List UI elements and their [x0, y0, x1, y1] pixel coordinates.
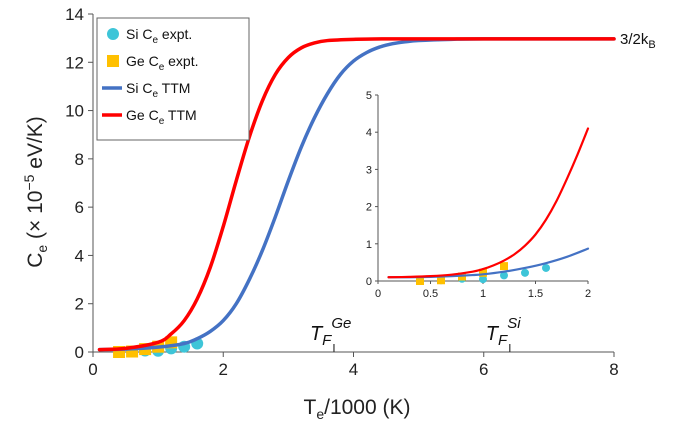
- main-y-tick-label: 2: [75, 295, 84, 314]
- fermi-label-sub: F: [322, 332, 332, 349]
- x-axis-label-rest: /1000 (K): [324, 396, 410, 419]
- fermi-label-ge: TFGe: [310, 315, 351, 349]
- inset-point-si-ce-expt: [500, 271, 508, 280]
- legend-swatch-circle: [107, 28, 119, 40]
- inset-y-tick-label: 2: [366, 202, 372, 214]
- x-axis-label: Te/1000 (K): [303, 396, 410, 421]
- inset-point-si-ce-expt: [479, 275, 487, 284]
- inset-x-tick-label: 1.5: [528, 288, 543, 300]
- inset-y-tick-label: 5: [366, 90, 372, 102]
- main-y-tick-label: 8: [75, 150, 84, 169]
- inset-plot: 0 0.5 1 1.5 2 0 1 2 3 4 5: [366, 90, 591, 300]
- main-y-tick-label: 0: [75, 343, 84, 362]
- main-x-tick-label: 8: [609, 360, 618, 379]
- inset-x-tick-label: 0.5: [423, 288, 438, 300]
- legend-label: Si Ce TTM: [126, 80, 190, 100]
- main-x-tick-label: 2: [219, 360, 228, 379]
- legend-label: Si Ce expt.: [126, 26, 192, 46]
- main-y-tick-label: 14: [65, 5, 84, 24]
- main-y-tick-label: 12: [65, 53, 84, 72]
- annotation-sub: B: [648, 39, 655, 51]
- y-axis-label: Ce (× 10−5 eV/K): [21, 116, 50, 268]
- legend-swatch-square: [107, 55, 119, 67]
- fermi-label-sup: Si: [507, 315, 521, 332]
- legend-label: Ge Ce TTM: [126, 107, 197, 127]
- legend-label-base: Si C: [126, 26, 152, 42]
- inset-line-ge-ce-ttm: [387, 127, 590, 279]
- fermi-label-sub: F: [498, 332, 508, 349]
- inset-point-ge-ce-expt: [416, 277, 424, 285]
- legend-label-base: Ge C: [126, 107, 159, 123]
- inset-y-tick-label: 4: [366, 127, 372, 139]
- legend-label-rest: expt.: [158, 26, 192, 42]
- inset-x-tick-label: 1: [480, 288, 486, 300]
- inset-y-tick-label: 0: [366, 276, 372, 288]
- legend-label-sub: e: [159, 116, 165, 127]
- inset-y-tick-label: 1: [366, 239, 372, 251]
- x-axis-label-base: T: [303, 396, 316, 419]
- inset-point-ge-ce-expt: [437, 276, 445, 285]
- main-series: [97, 37, 616, 358]
- main-y-tick-label: 4: [75, 246, 84, 265]
- legend-label: Ge Ce expt.: [126, 53, 199, 73]
- legend-label-base: Ge C: [126, 53, 159, 69]
- main-y-tick-label: 6: [75, 198, 84, 217]
- inset-point-ge-ce-expt: [479, 268, 487, 277]
- main-line-ge-ce-ttm: [97, 37, 616, 352]
- legend-item-si-c-ttm: Si Ce TTM: [102, 80, 190, 100]
- fermi-label-sup: Ge: [331, 315, 351, 332]
- main-line-si-ce-ttm: [97, 37, 616, 352]
- legend-item-si-c-expt: Si Ce expt.: [107, 26, 192, 46]
- y-axis-label-base: C: [24, 253, 47, 268]
- y-axis-label-tail: eV/K): [24, 116, 47, 174]
- y-axis-label-rest: (× 10: [24, 191, 47, 245]
- main-x-tick-label: 4: [349, 360, 358, 379]
- fermi-label-base: T: [310, 323, 324, 345]
- inset-point-ge-ce-expt: [500, 262, 508, 271]
- y-axis-label-sup: −5: [21, 174, 37, 190]
- inset-point-si-ce-expt: [521, 268, 529, 277]
- inset-tick-labels: 0 0.5 1 1.5 2 0 1 2 3 4 5: [366, 90, 591, 300]
- inset-point-si-ce-expt: [542, 263, 550, 272]
- legend-label-rest: TTM: [158, 80, 190, 96]
- x-axis-label-sub: e: [316, 406, 324, 421]
- annotation-3-2kb: 3/2kB: [620, 31, 656, 51]
- main-y-tick-label: 10: [65, 102, 84, 121]
- main-x-tick-label: 0: [88, 360, 97, 379]
- legend-label-rest: expt.: [164, 53, 198, 69]
- inset-x-tick-label: 2: [585, 288, 591, 300]
- legend-label-sub: e: [152, 89, 158, 100]
- fermi-label-si: TFSi: [486, 315, 521, 349]
- inset-series: [387, 127, 590, 285]
- legend-label-base: Si C: [126, 80, 152, 96]
- inset-x-tick-label: 0: [375, 288, 381, 300]
- main-x-tick-label: 6: [479, 360, 488, 379]
- legend-label-sub: e: [152, 35, 158, 46]
- y-axis-label-sub: e: [34, 245, 50, 253]
- legend-item-ge-c-ttm: Ge Ce TTM: [102, 107, 197, 127]
- inset-background: [377, 94, 589, 282]
- legend-frame: [96, 17, 250, 141]
- main-axis-lines: [88, 13, 615, 357]
- legend-label-rest: TTM: [164, 107, 196, 123]
- inset-y-tick-label: 3: [366, 164, 372, 176]
- annotation-base: 3/2k: [620, 31, 649, 48]
- legend-label-sub: e: [159, 62, 165, 73]
- legend-item-ge-c-expt: Ge Ce expt.: [107, 53, 199, 73]
- fermi-label-base: T: [486, 323, 500, 345]
